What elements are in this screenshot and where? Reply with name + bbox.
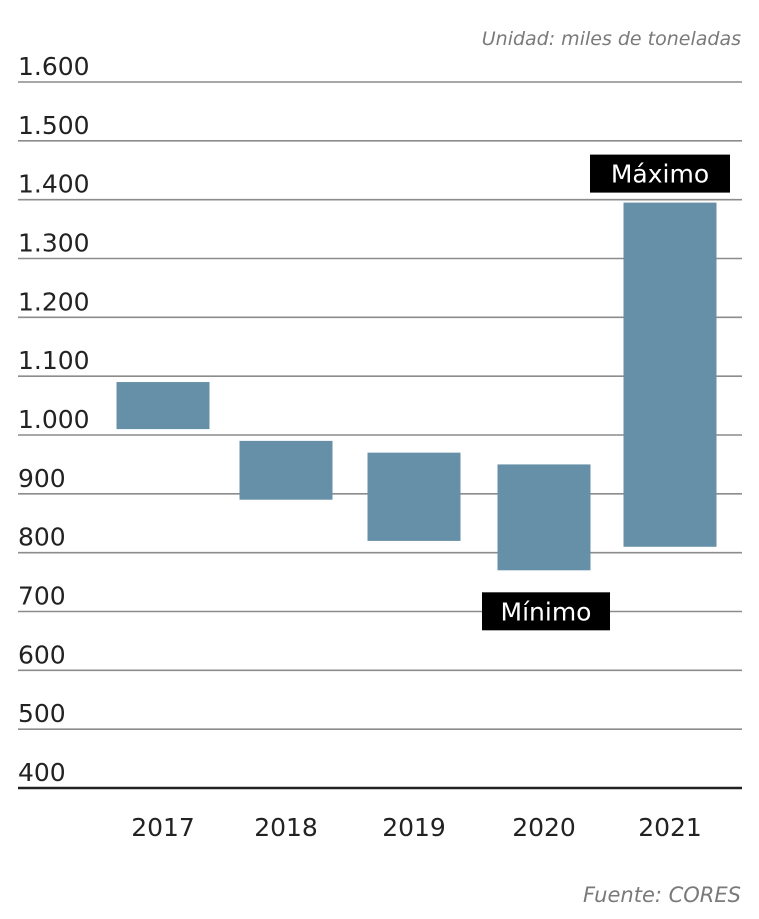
y-tick-label: 1.000 [18,405,90,434]
range-bar-2021 [623,202,717,547]
y-tick-label: 800 [18,523,66,552]
range-bar-2018 [239,440,333,500]
range-bar-2019 [367,452,461,541]
x-tick-label: 2017 [131,813,195,842]
annotation-box-mínimo [482,592,610,631]
annotation-label-máximo: Máximo [611,160,709,189]
x-tick-label: 2021 [638,813,702,842]
y-tick-label: 1.500 [18,111,90,140]
source-note: Fuente: CORES [582,883,741,907]
y-tick-label: 400 [18,758,66,787]
y-tick-label: 600 [18,640,66,669]
y-tick-label: 1.300 [18,229,90,258]
range-bar-2020 [497,464,591,571]
range-bar-2017 [116,382,210,430]
y-tick-label: 500 [18,699,66,728]
x-tick-label: 2020 [512,813,576,842]
y-tick-label: 1.600 [18,52,90,81]
y-tick-label: 1.100 [18,346,90,375]
y-tick-label: 1.200 [18,287,90,316]
x-tick-label: 2019 [382,813,446,842]
annotation-box-máximo [590,154,730,193]
annotation-label-mínimo: Mínimo [501,597,592,626]
y-tick-label: 1.400 [18,170,90,199]
unit-note: Unidad: miles de toneladas [481,28,741,50]
y-tick-label: 900 [18,464,66,493]
y-tick-label: 700 [18,582,66,611]
x-tick-label: 2018 [254,813,318,842]
